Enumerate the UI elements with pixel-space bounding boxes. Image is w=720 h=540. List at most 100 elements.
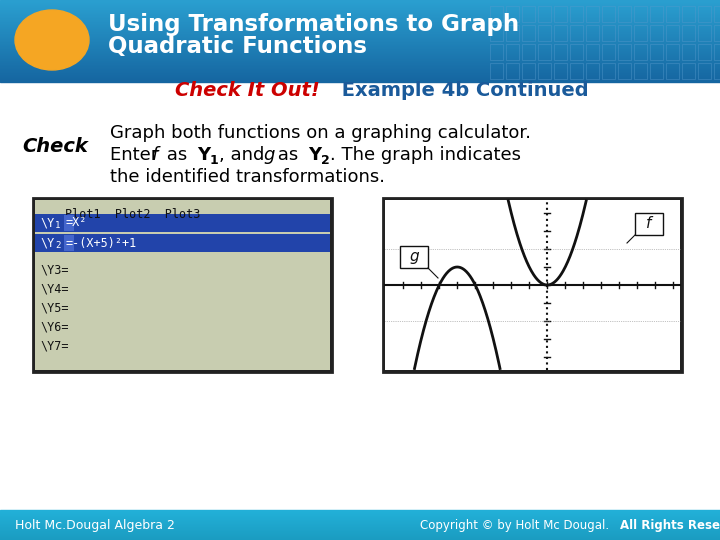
Bar [635,213,663,235]
Bar [0,36,720,37]
Bar [0,42,720,43]
Text: Y: Y [197,146,210,164]
Text: Using Transformations to Graph: Using Transformations to Graph [108,12,519,36]
Bar [682,63,695,79]
Bar [490,44,503,60]
Bar [714,44,720,60]
Bar [0,53,720,54]
Bar [0,11,720,12]
Text: \Y6=: \Y6= [40,321,68,334]
Bar [0,535,720,536]
Bar [0,25,720,26]
Bar [0,511,720,512]
Bar [0,2,720,3]
Bar [0,4,720,5]
Bar [538,6,551,22]
Bar [0,519,720,520]
Bar [0,8,720,9]
Bar [0,72,720,73]
Bar [0,67,720,68]
Text: f: f [152,146,158,164]
Bar [0,528,720,529]
Bar [0,74,720,75]
Text: Check: Check [22,138,88,157]
Text: Enter: Enter [110,146,164,164]
Bar [0,34,720,35]
Bar [0,75,720,76]
Bar [682,44,695,60]
Bar [634,63,647,79]
Bar [0,510,720,511]
Bar [0,31,720,32]
Bar [0,71,720,72]
Text: as: as [161,146,193,164]
Bar [0,16,720,17]
Bar [0,20,720,21]
Bar [698,6,711,22]
Bar [0,66,720,67]
Bar [0,77,720,78]
Text: Quadratic Functions: Quadratic Functions [108,35,367,57]
Text: f: f [647,217,652,232]
Bar [0,59,720,60]
Text: Plot1  Plot2  Plot3: Plot1 Plot2 Plot3 [65,207,200,220]
Bar [538,63,551,79]
Bar [0,57,720,58]
Text: g: g [409,249,419,265]
Bar [0,79,720,80]
Bar [0,26,720,27]
Bar [0,56,720,57]
Bar [0,527,720,528]
Bar [0,70,720,71]
Text: Check It Out!: Check It Out! [175,80,320,99]
Bar [0,512,720,513]
Bar [682,6,695,22]
Bar [0,38,720,39]
Bar [0,538,720,539]
Text: \Y5=: \Y5= [40,301,68,314]
Bar [570,6,583,22]
Bar [0,526,720,527]
Bar [570,44,583,60]
Bar [0,9,720,10]
Text: Example 4b Continued: Example 4b Continued [335,80,589,99]
Bar [0,525,720,526]
Bar [586,25,599,41]
Text: All Rights Reserved.: All Rights Reserved. [620,518,720,531]
Text: 2: 2 [321,153,330,166]
Bar [0,523,720,524]
Bar [383,198,682,372]
Bar [0,63,720,64]
Bar [490,63,503,79]
Text: 1: 1 [55,220,60,230]
Bar [0,539,720,540]
Bar [0,62,720,63]
Bar [522,6,535,22]
Bar [0,530,720,531]
Bar [554,25,567,41]
Bar [650,63,663,79]
Bar [0,64,720,65]
Bar [0,40,720,41]
Bar [650,6,663,22]
Text: . The graph indicates: . The graph indicates [330,146,521,164]
Bar [0,54,720,55]
Bar [554,6,567,22]
Bar [0,18,720,19]
Bar [0,43,720,44]
Bar [0,50,720,51]
Bar [0,536,720,537]
Bar [522,63,535,79]
Bar [698,44,711,60]
Bar [0,81,720,82]
Text: Y: Y [308,146,321,164]
Bar [0,14,720,15]
Bar [0,37,720,38]
Bar [0,0,720,1]
Bar [0,531,720,532]
Bar [682,25,695,41]
Bar [506,63,519,79]
Bar [0,30,720,31]
Bar [35,234,330,252]
Bar [0,44,720,45]
